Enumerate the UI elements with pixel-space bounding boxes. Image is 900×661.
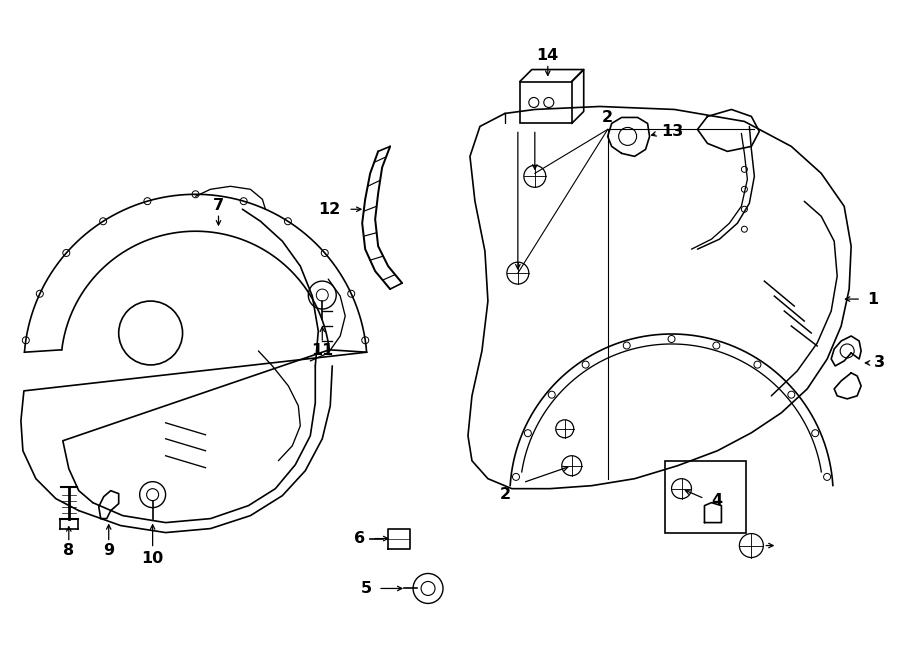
Text: 1: 1 [867,292,878,307]
Text: 10: 10 [141,551,164,566]
Text: 11: 11 [311,344,333,358]
Text: 3: 3 [874,356,886,370]
Text: 2: 2 [500,487,510,502]
Text: 14: 14 [536,48,559,63]
Bar [520,81,572,124]
Text: 13: 13 [662,124,684,139]
Text: 7: 7 [213,198,224,213]
Text: 9: 9 [104,543,114,558]
Bar [664,461,746,533]
Text: 2: 2 [602,110,613,125]
Text: 12: 12 [318,202,340,217]
Text: 8: 8 [63,543,75,558]
Text: 5: 5 [361,581,373,596]
Text: 4: 4 [711,493,723,508]
Text: 6: 6 [354,531,365,546]
